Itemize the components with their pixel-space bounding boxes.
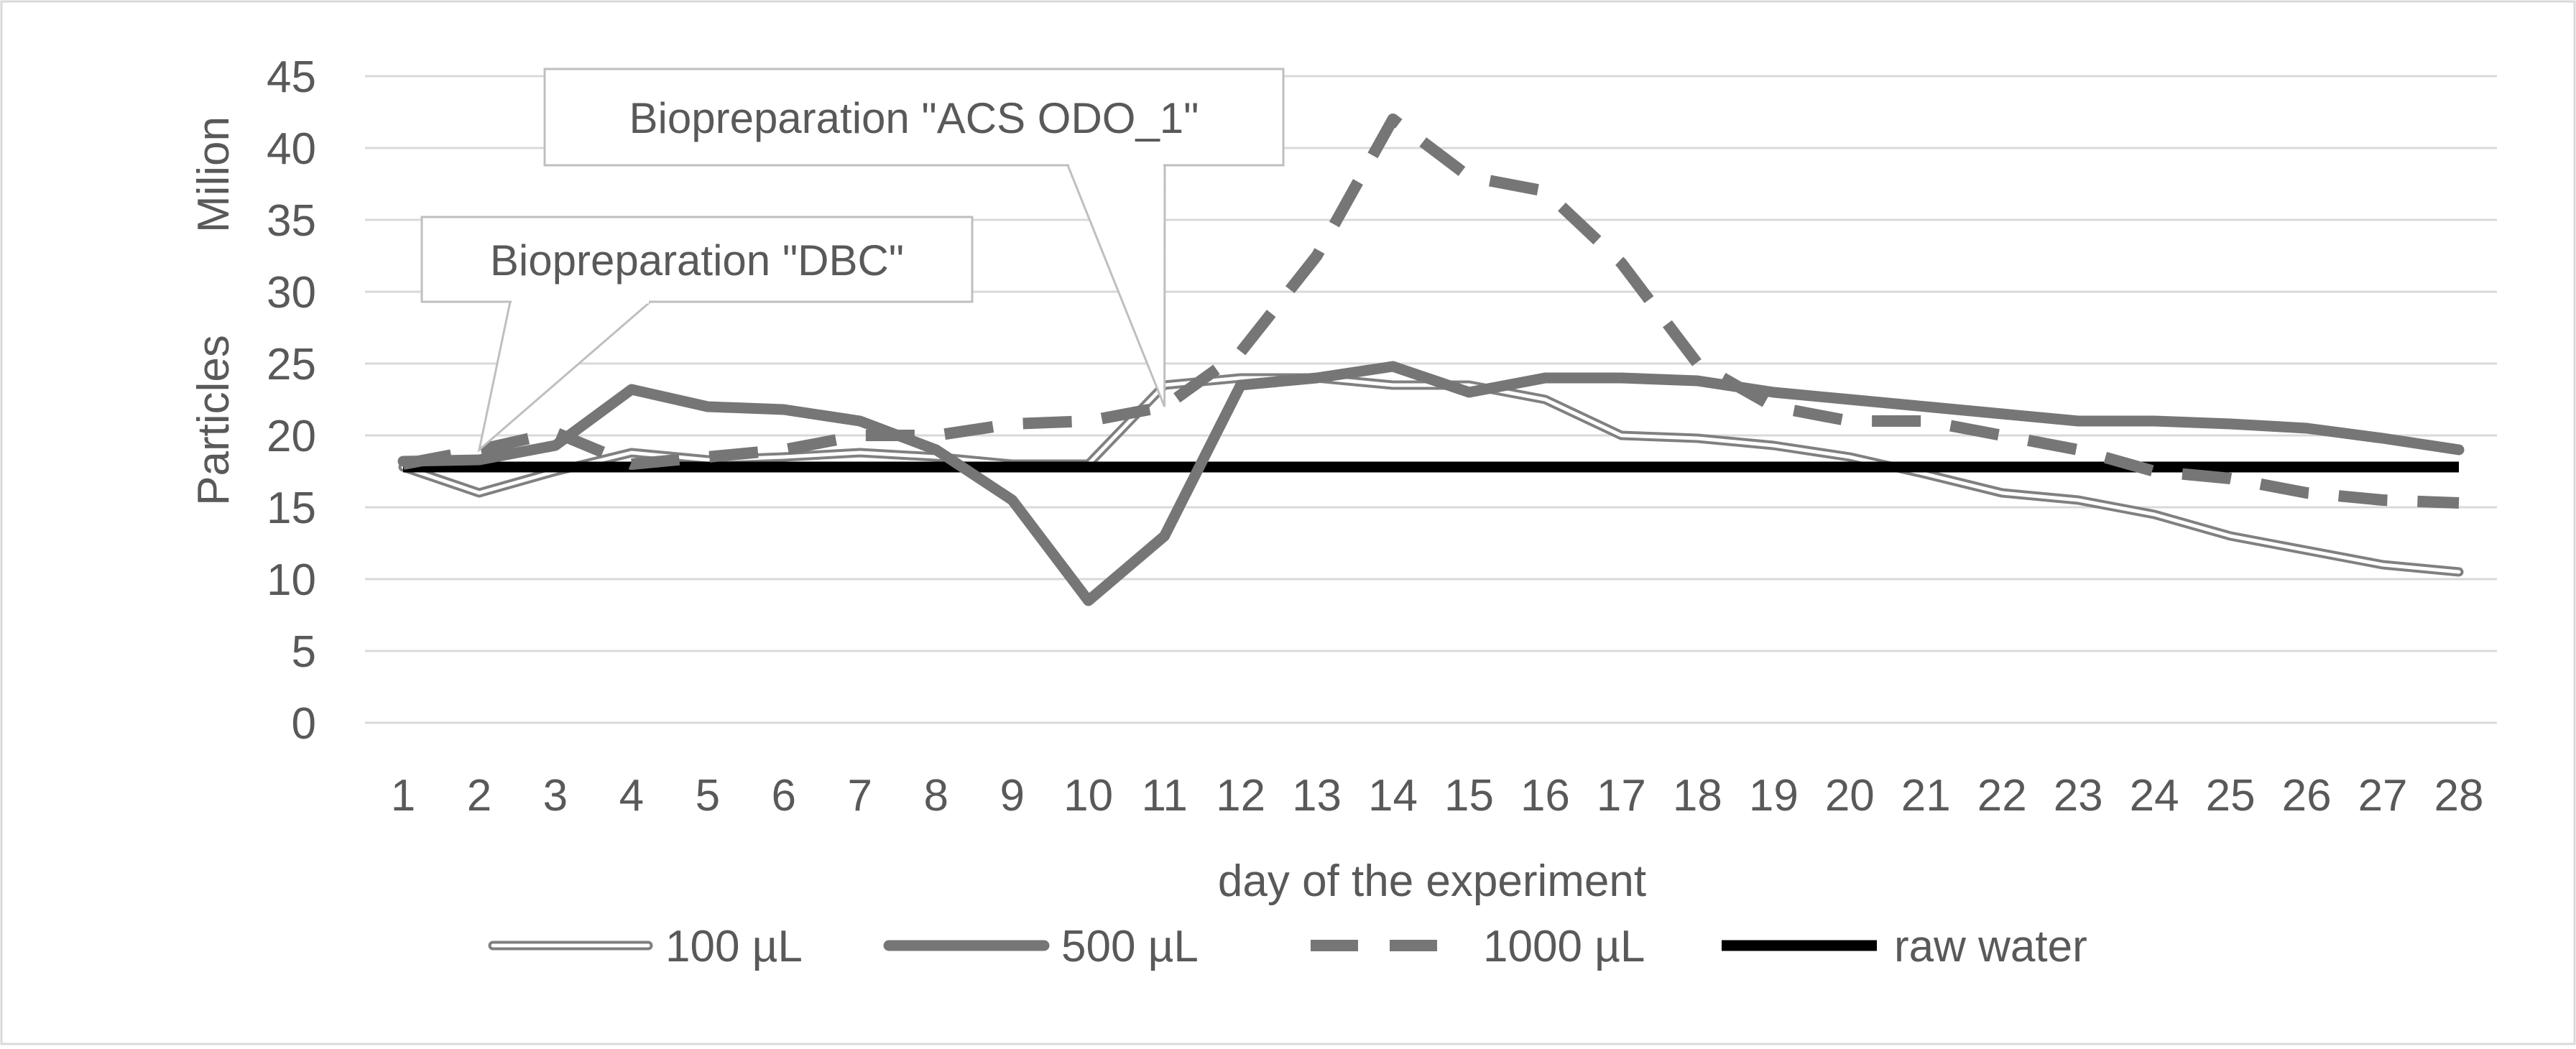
y-tick-label: 5 (292, 627, 316, 677)
y-tick-label: 40 (267, 124, 316, 174)
x-tick-label: 4 (619, 771, 644, 821)
x-tick-label: 9 (1000, 771, 1024, 821)
x-tick-label: 26 (2282, 771, 2332, 821)
x-tick-label: 15 (1444, 771, 1494, 821)
x-tick-label: 10 (1063, 771, 1113, 821)
x-tick-label: 25 (2206, 771, 2256, 821)
legend-label: 100 µL (665, 922, 803, 971)
x-tick-label: 18 (1673, 771, 1722, 821)
y-tick-label: 20 (267, 412, 316, 461)
x-tick-label: 22 (1977, 771, 2027, 821)
y-tick-label: 10 (267, 555, 316, 605)
x-tick-label: 16 (1520, 771, 1570, 821)
legend-label: 500 µL (1061, 922, 1199, 971)
y-axis-title: Particles (189, 335, 239, 506)
y-tick-label: 30 (267, 268, 316, 318)
x-tick-label: 14 (1368, 771, 1418, 821)
x-axis-title: day of the experiment (1218, 856, 1646, 906)
x-tick-label: 24 (2130, 771, 2179, 821)
x-tick-label: 17 (1597, 771, 1646, 821)
y-tick-label: 35 (267, 196, 316, 246)
x-tick-label: 1 (391, 771, 415, 821)
x-tick-label: 20 (1825, 771, 1875, 821)
x-tick-label: 3 (543, 771, 568, 821)
y-tick-label: 15 (267, 484, 316, 533)
annotation-text: Biopreparation "ACS ODO_1" (629, 94, 1199, 142)
x-tick-label: 12 (1216, 771, 1265, 821)
x-tick-label: 8 (923, 771, 948, 821)
x-tick-label: 6 (772, 771, 796, 821)
legend-label: raw water (1894, 922, 2087, 971)
x-tick-label: 11 (1141, 771, 1187, 821)
x-tick-label: 27 (2358, 771, 2408, 821)
legend-label: 1000 µL (1483, 922, 1645, 971)
x-tick-label: 13 (1292, 771, 1342, 821)
y-axis-unit-label: Milion (189, 116, 239, 233)
x-tick-label: 7 (848, 771, 872, 821)
x-tick-label: 28 (2434, 771, 2484, 821)
x-tick-label: 2 (467, 771, 491, 821)
y-tick-label: 0 (292, 699, 316, 749)
annotation-text: Biopreparation "DBC" (490, 236, 904, 285)
x-tick-label: 23 (2054, 771, 2103, 821)
y-tick-label: 45 (267, 52, 316, 102)
x-tick-label: 5 (696, 771, 720, 821)
y-tick-label: 25 (267, 340, 316, 389)
x-tick-label: 19 (1749, 771, 1799, 821)
x-tick-label: 21 (1901, 771, 1951, 821)
